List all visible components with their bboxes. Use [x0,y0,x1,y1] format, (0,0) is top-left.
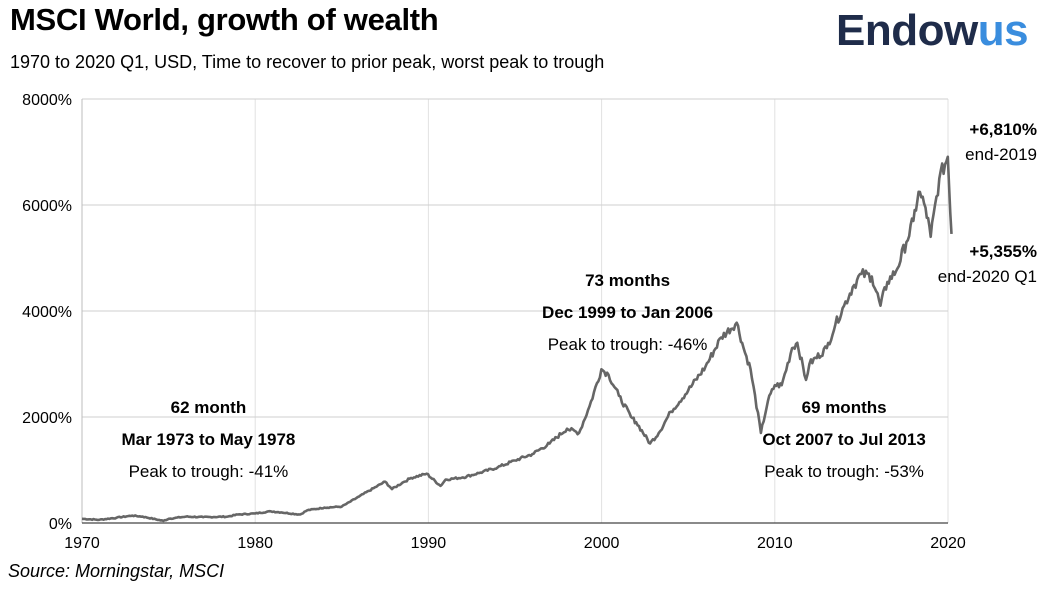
series-line [81,155,953,523]
y-tick-label: 2000% [22,410,72,427]
annotation-drawdown: Peak to trough: -41% [129,462,289,481]
annotation-period: Dec 1999 to Jan 2006 [542,303,713,322]
x-tick-label: 2000 [584,535,620,552]
end-label-note: end-2019 [965,145,1037,164]
annotation-drawdown: Peak to trough: -46% [548,335,708,354]
y-tick-label: 0% [49,516,72,533]
x-tick-label: 1990 [411,535,447,552]
drawdown-annotation: 73 months Dec 1999 to Jan 2006 Peak to tro… [542,271,713,354]
end-label-note: end-2020 Q1 [938,267,1037,286]
endowus-logo: Endowus [836,6,1029,56]
chart-subtitle: 1970 to 2020 Q1, USD, Time to recover to… [10,52,605,72]
y-tick-label: 6000% [22,198,72,215]
axes [81,99,948,524]
annotation-period: Mar 1973 to May 1978 [121,430,295,449]
source-note: Source: Morningstar, MSCI [8,561,225,581]
chart-title: MSCI World, growth of wealth [10,2,439,37]
end-label-value: +5,355% [969,242,1037,261]
y-tick-label: 8000% [22,92,72,109]
annotation-drawdown: Peak to trough: -53% [764,462,924,481]
annotation-period: Oct 2007 to Jul 2013 [762,430,925,449]
annotation-duration: 73 months [585,271,670,290]
x-tick-label: 1970 [64,535,100,552]
annotation-duration: 69 months [802,398,887,417]
drawdown-annotation: 62 month Mar 1973 to May 1978 Peak to trou… [121,398,295,481]
end-labels-layer: +6,810% end-2019 +5,355% end-2020 Q1 [938,120,1037,286]
tick-labels: 0% 2000% 4000% 6000% 8000% 1970 1980 1990 2000 20… [22,92,966,552]
x-tick-label: 1980 [237,535,273,552]
series-layer [81,155,953,523]
annotation-duration: 62 month [171,398,247,417]
y-tick-label: 4000% [22,304,72,321]
end-label-value: +6,810% [969,120,1037,139]
logo-part-endow: Endow [836,6,978,55]
logo-part-us: us [977,6,1029,55]
annotations-layer: 62 month Mar 1973 to May 1978 Peak to trou… [121,271,925,481]
x-tick-label: 2010 [757,535,793,552]
drawdown-annotation: 69 months Oct 2007 to Jul 2013 Peak to tro… [762,398,925,481]
x-tick-label: 2020 [930,535,966,552]
